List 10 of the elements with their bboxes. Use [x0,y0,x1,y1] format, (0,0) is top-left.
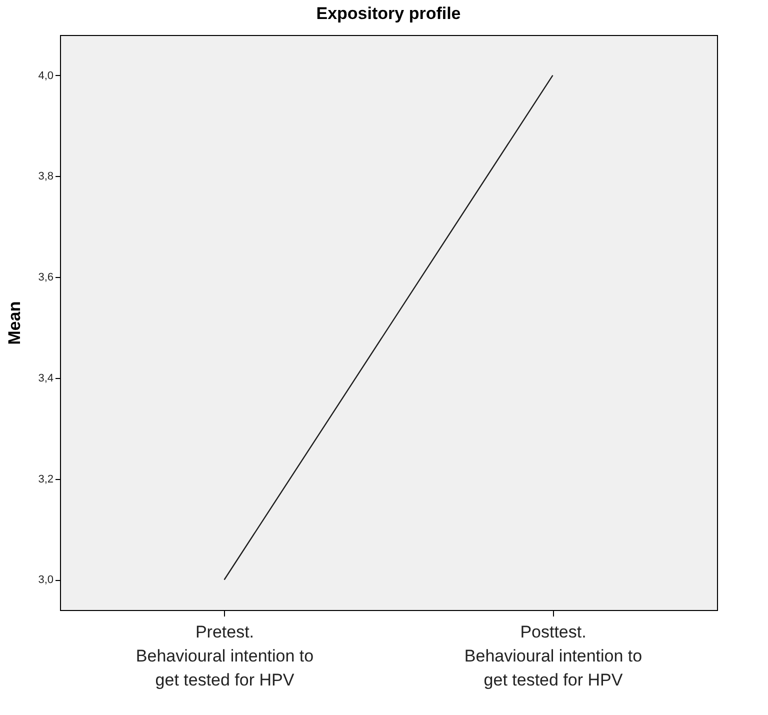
x-tick-label: Pretest. Behavioural intention to get tested for HPV [136,622,314,690]
chart-title: Expository profile [316,4,461,23]
y-tick-label: 4,0 [38,70,54,82]
x-tick-label: Posttest. Behavioural intention to get tested for HPV [464,622,642,690]
y-tick-label: 3,0 [38,574,54,586]
y-tick-label: 3,2 [38,473,54,486]
y-tick-label: 3,8 [38,170,54,183]
y-tick-label: 3,4 [38,372,54,384]
y-axis-title: Mean [5,301,24,345]
y-tick-label: 3,6 [38,272,54,284]
